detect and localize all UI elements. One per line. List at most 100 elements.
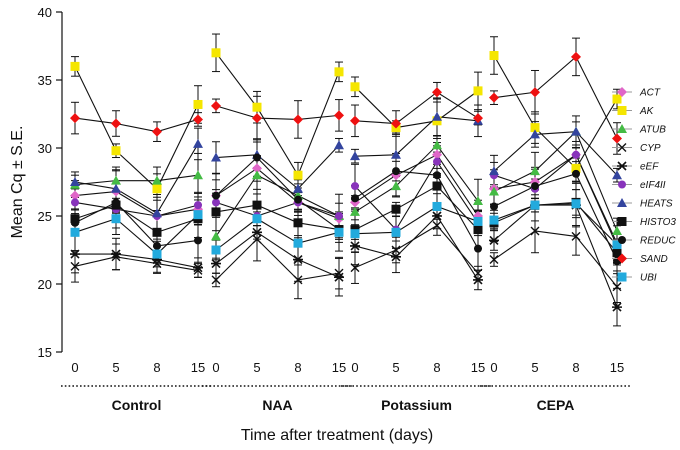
series-line (354, 91, 479, 125)
legend-label: HEATS (640, 199, 673, 210)
legend-label: UBI (640, 273, 657, 284)
data-point (252, 113, 262, 124)
legend-label: eIF4II (640, 180, 666, 191)
series-line (493, 131, 618, 176)
data-point (612, 282, 622, 292)
series-line (493, 173, 618, 262)
data-point (530, 87, 540, 98)
data-point (432, 87, 442, 98)
data-point (489, 215, 499, 225)
data-point (489, 51, 499, 61)
data-point (432, 140, 442, 150)
y-axis-title: Mean Cq ± S.E. (9, 126, 26, 239)
series-line (74, 214, 199, 255)
x-tick-label: 8 (153, 360, 160, 375)
data-point (252, 227, 262, 237)
legend-marker (617, 87, 627, 97)
series-line (215, 238, 340, 281)
data-point (293, 275, 303, 285)
data-point (293, 254, 303, 265)
series-line (215, 201, 340, 217)
series-line (215, 218, 340, 251)
data-point (111, 146, 121, 156)
data-point (152, 126, 162, 137)
series-line (493, 153, 618, 247)
y-tick-label: 25 (38, 209, 52, 224)
series-line (354, 86, 479, 129)
data-point (391, 118, 401, 129)
y-tick-label: 15 (38, 345, 52, 360)
data-point (351, 194, 359, 203)
series-line (215, 52, 340, 177)
x-tick-label: 0 (351, 360, 358, 375)
data-point (334, 227, 344, 237)
legend-label: REDUC (640, 236, 676, 247)
data-point (571, 231, 581, 241)
legend-label: ACT (639, 88, 661, 99)
data-point (473, 196, 483, 206)
data-point (70, 190, 80, 201)
y-tick-label: 30 (38, 141, 52, 156)
data-point (152, 175, 162, 185)
data-point (211, 48, 221, 58)
series-line (215, 156, 340, 231)
legend-label: CYP (640, 143, 661, 154)
x-tick-label: 8 (433, 360, 440, 375)
axes-layer (56, 11, 631, 387)
data-point (152, 208, 162, 218)
data-point (152, 259, 162, 269)
data-point (391, 245, 401, 255)
data-point (70, 261, 80, 271)
data-point (571, 51, 581, 62)
data-point (350, 241, 360, 251)
series-line (493, 230, 618, 288)
data-point (433, 171, 441, 180)
data-point (293, 238, 303, 248)
series-line (74, 204, 199, 233)
data-point (612, 240, 622, 250)
data-point (211, 152, 221, 162)
data-point (211, 100, 221, 111)
series-line (74, 66, 199, 190)
data-point (71, 198, 79, 207)
data-point (334, 67, 344, 77)
data-point (152, 227, 162, 237)
data-point (193, 114, 203, 125)
data-point (473, 275, 483, 285)
data-point (211, 275, 221, 285)
data-point (253, 153, 261, 162)
series-line (215, 204, 340, 231)
data-point (473, 113, 483, 124)
data-point (111, 175, 121, 185)
data-point (193, 138, 203, 148)
data-point (571, 199, 581, 209)
data-point (350, 263, 360, 273)
group-label: Potassium (381, 397, 452, 413)
legend-marker (617, 198, 627, 207)
legend-marker (617, 106, 627, 115)
x-tick-label: 0 (71, 360, 78, 375)
x-tick-label: 15 (610, 360, 624, 375)
legend-label: ATUB (639, 125, 666, 136)
data-point (612, 133, 622, 144)
data-point (211, 245, 221, 255)
legend-marker (618, 180, 626, 189)
series-line (493, 56, 618, 139)
legend-marker (617, 217, 627, 226)
group-label: Control (112, 397, 162, 413)
legend-label: SAND (640, 254, 668, 265)
data-point (530, 129, 540, 139)
labels-layer: 15 20 25 30 35 40 Mean Cq ± S.E. 0 5 8 15 Control 0 5… (9, 5, 624, 444)
data-point (473, 225, 483, 235)
data-point (489, 235, 499, 246)
data-point (293, 170, 303, 180)
data-point (391, 204, 401, 214)
x-tick-label: 8 (572, 360, 579, 375)
series-line (354, 205, 479, 235)
data-point (252, 200, 262, 210)
data-point (294, 195, 302, 204)
data-point (489, 92, 499, 103)
data-point (293, 114, 303, 125)
data-point (350, 82, 360, 92)
series-line (354, 154, 479, 217)
